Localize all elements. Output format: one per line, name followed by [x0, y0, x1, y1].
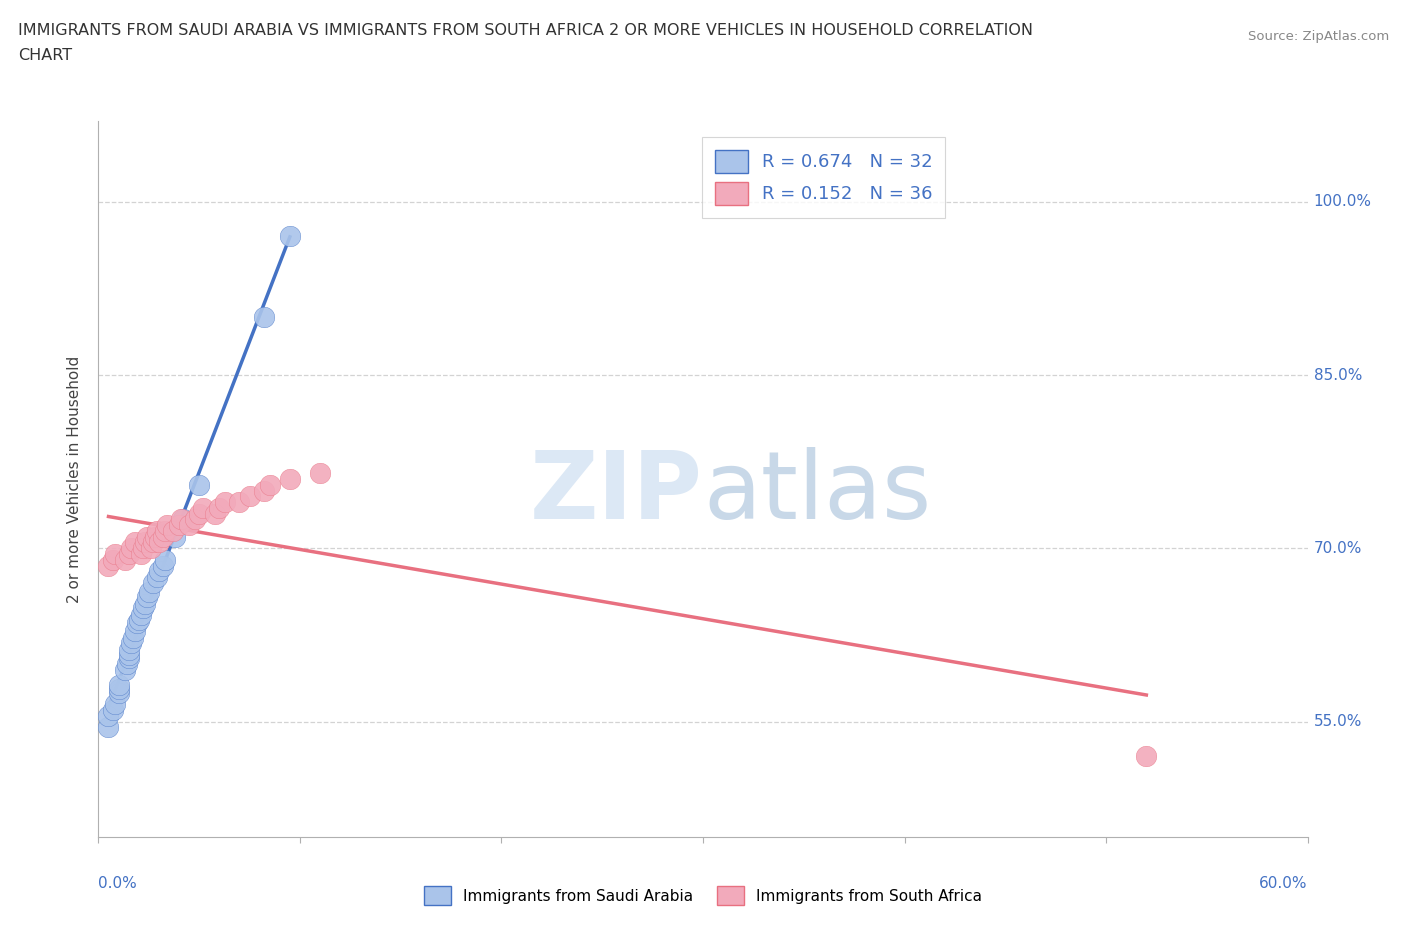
Point — [135, 590, 157, 604]
Point — [118, 643, 141, 658]
Point — [278, 229, 301, 244]
Point — [134, 535, 156, 550]
Point — [214, 495, 236, 510]
Point — [184, 512, 207, 526]
Point — [143, 529, 166, 544]
Point — [1135, 749, 1157, 764]
Point — [97, 709, 120, 724]
Point — [148, 564, 170, 578]
Text: Source: ZipAtlas.com: Source: ZipAtlas.com — [1249, 30, 1389, 43]
Point — [132, 541, 155, 556]
Point — [142, 535, 165, 550]
Point — [172, 512, 194, 526]
Point — [101, 552, 124, 567]
Point — [309, 466, 332, 481]
Point — [103, 547, 125, 562]
Point — [152, 558, 174, 573]
Point — [124, 624, 146, 639]
Point — [97, 720, 120, 735]
Point — [167, 518, 190, 533]
Point — [138, 585, 160, 600]
Text: 0.0%: 0.0% — [98, 876, 138, 891]
Text: 85.0%: 85.0% — [1313, 367, 1362, 382]
Legend: R = 0.674   N = 32, R = 0.152   N = 36: R = 0.674 N = 32, R = 0.152 N = 36 — [703, 137, 945, 218]
Point — [97, 558, 120, 573]
Point — [107, 677, 129, 692]
Point — [179, 518, 201, 533]
Point — [259, 477, 281, 492]
Legend: Immigrants from Saudi Arabia, Immigrants from South Africa: Immigrants from Saudi Arabia, Immigrants… — [418, 881, 988, 911]
Point — [139, 541, 162, 556]
Text: 100.0%: 100.0% — [1313, 194, 1372, 209]
Point — [120, 541, 142, 556]
Text: 55.0%: 55.0% — [1313, 714, 1362, 729]
Point — [153, 552, 176, 567]
Point — [125, 616, 148, 631]
Point — [146, 570, 169, 585]
Point — [204, 506, 226, 521]
Point — [188, 477, 211, 492]
Point — [114, 552, 136, 567]
Text: IMMIGRANTS FROM SAUDI ARABIA VS IMMIGRANTS FROM SOUTH AFRICA 2 OR MORE VEHICLES : IMMIGRANTS FROM SAUDI ARABIA VS IMMIGRAN… — [18, 23, 1033, 38]
Point — [121, 631, 143, 645]
Y-axis label: 2 or more Vehicles in Household: 2 or more Vehicles in Household — [67, 355, 83, 603]
Point — [128, 613, 150, 628]
Text: 60.0%: 60.0% — [1260, 876, 1308, 891]
Point — [162, 524, 184, 538]
Point — [253, 310, 276, 325]
Text: 70.0%: 70.0% — [1313, 540, 1362, 556]
Point — [170, 512, 193, 526]
Point — [118, 647, 141, 662]
Point — [163, 529, 186, 544]
Point — [134, 596, 156, 611]
Point — [148, 535, 170, 550]
Point — [124, 535, 146, 550]
Point — [120, 635, 142, 650]
Point — [107, 685, 129, 700]
Point — [153, 524, 176, 538]
Point — [118, 651, 141, 666]
Point — [101, 702, 124, 717]
Point — [208, 500, 231, 515]
Point — [142, 576, 165, 591]
Point — [103, 697, 125, 711]
Text: atlas: atlas — [703, 447, 931, 539]
Point — [114, 662, 136, 677]
Point — [228, 495, 250, 510]
Point — [118, 547, 141, 562]
Point — [278, 472, 301, 486]
Point — [193, 500, 215, 515]
Point — [115, 657, 138, 671]
Text: CHART: CHART — [18, 48, 72, 63]
Point — [132, 601, 155, 616]
Point — [129, 608, 152, 623]
Point — [188, 506, 211, 521]
Point — [239, 489, 262, 504]
Point — [152, 529, 174, 544]
Point — [253, 483, 276, 498]
Point — [135, 529, 157, 544]
Text: ZIP: ZIP — [530, 447, 703, 539]
Point — [156, 518, 179, 533]
Point — [107, 682, 129, 697]
Point — [129, 547, 152, 562]
Point — [146, 524, 169, 538]
